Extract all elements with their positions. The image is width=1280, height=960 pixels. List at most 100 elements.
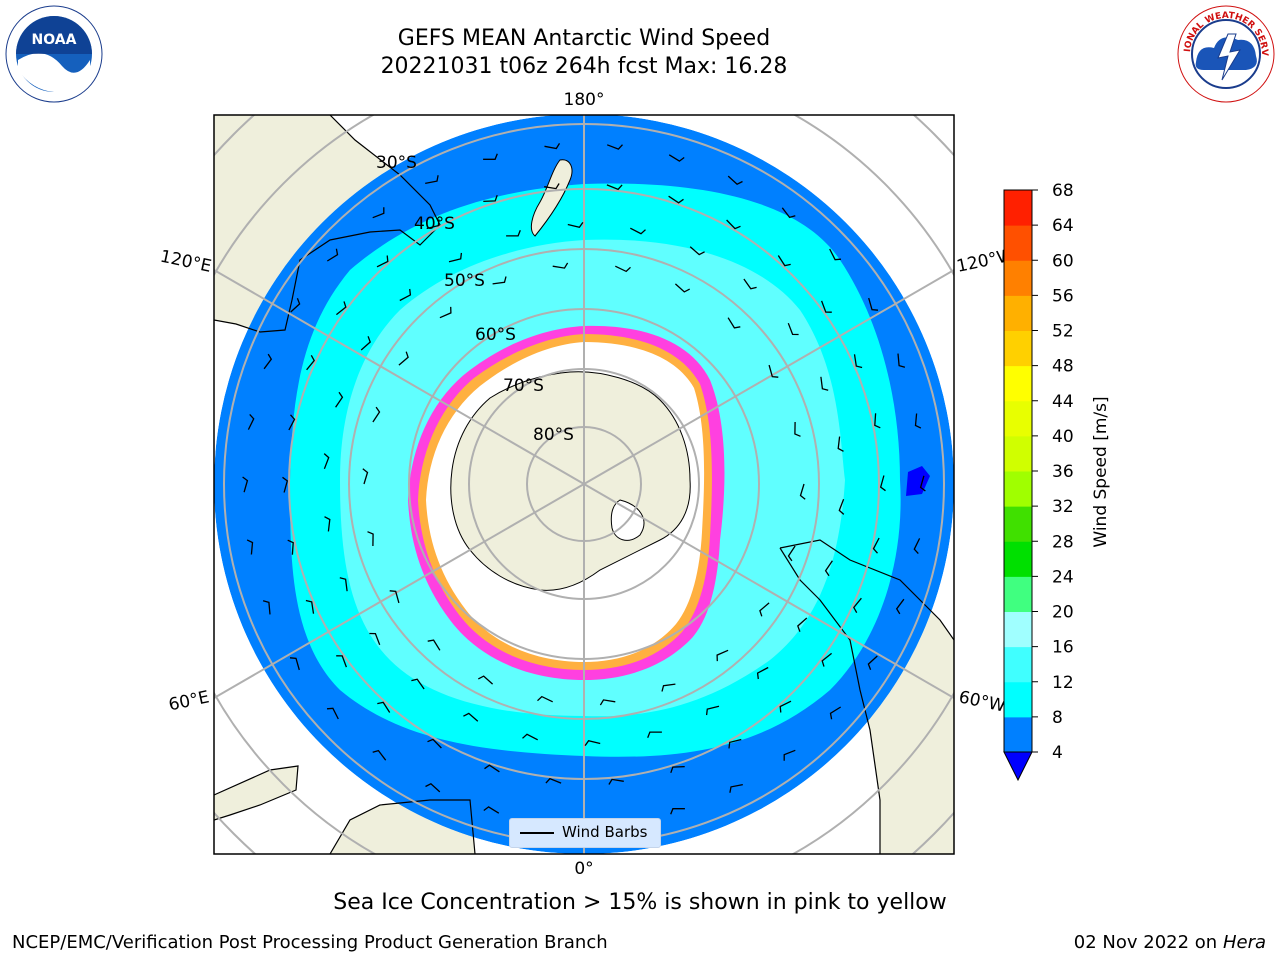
- colorbar-segment: [1004, 190, 1032, 226]
- wind-barb: [537, 695, 553, 703]
- lon-label-60w: 60°W: [957, 687, 1007, 716]
- wind-barb: [756, 666, 769, 680]
- colorbar-tick-label: 4: [1052, 743, 1063, 763]
- ocean-disc: [214, 115, 954, 854]
- wind-barb: [615, 265, 631, 273]
- lat-label-50s: 50°S: [444, 271, 485, 291]
- wind-barb: [837, 436, 844, 452]
- lon-label-120e: 120°E: [158, 247, 213, 277]
- wind-barb: [336, 655, 348, 668]
- wind-barb: [290, 298, 301, 313]
- wind-barb: [463, 712, 479, 722]
- wind-barb: [522, 733, 538, 741]
- wind-barb: [606, 144, 623, 150]
- wind-barb: [246, 539, 254, 555]
- wind-barb: [674, 283, 690, 293]
- wind-barb: [895, 598, 905, 615]
- legend-label: Wind Barbs: [562, 823, 648, 841]
- wind-barb: [411, 678, 425, 690]
- wind-barb: [670, 765, 685, 774]
- map-panel: [214, 115, 954, 854]
- wind-barb: [288, 414, 296, 431]
- wind-barb: [781, 207, 796, 219]
- colorbar-tick-label: 52: [1052, 322, 1074, 342]
- colorbar-segment: [1004, 295, 1032, 331]
- colorbar-segment: [1004, 646, 1032, 683]
- wind-barb: [263, 353, 273, 370]
- colorbar-segment: [1004, 716, 1032, 753]
- wind-barb: [608, 778, 624, 785]
- wind-barb: [913, 538, 921, 555]
- wind-barb: [787, 545, 796, 562]
- wind-barb: [426, 219, 440, 230]
- wind-barb: [506, 230, 521, 237]
- colorbar-tick-label: 64: [1052, 216, 1074, 236]
- wind-barb: [448, 252, 463, 263]
- wind-barb: [287, 539, 294, 555]
- wind-barb: [339, 577, 348, 592]
- lon-label-60e: 60°E: [167, 687, 211, 715]
- wind-barb: [305, 599, 315, 614]
- wind-barb: [727, 317, 741, 329]
- footer-machine: Hera: [1222, 932, 1266, 953]
- wind-barb: [242, 476, 249, 493]
- colorbar-segment: [1004, 611, 1032, 648]
- wind-barb: [726, 219, 741, 230]
- wind-barb: [584, 739, 601, 746]
- map-frame: [213, 114, 955, 855]
- noaa-logo-text: NOAA: [32, 32, 77, 48]
- wind-barb: [398, 351, 409, 366]
- wind-barb: [427, 639, 441, 651]
- colorbar-extend-arrow: [1003, 751, 1033, 782]
- wind-barb: [389, 590, 400, 604]
- wind-barb: [606, 184, 623, 191]
- wind-barb: [425, 783, 441, 793]
- wind-barb: [326, 707, 339, 720]
- colorbar-tick-label: 32: [1052, 497, 1074, 517]
- wind-barbs: [242, 143, 926, 825]
- wind-barb: [728, 738, 742, 749]
- legend-line-swatch: [520, 832, 554, 834]
- wind-barb: [323, 453, 330, 470]
- wind-barb: [483, 806, 500, 814]
- footer-credit: NCEP/EMC/Verification Post Processing Pr…: [12, 932, 608, 953]
- colorbar-tick-label: 24: [1052, 567, 1074, 587]
- wind-barb: [545, 777, 562, 784]
- sea-ice-caption: Sea Ice Concentration > 15% is shown in …: [333, 890, 947, 915]
- south-africa-land: [214, 766, 298, 820]
- wind-barb: [668, 154, 685, 162]
- wind-barb: [282, 476, 289, 493]
- wind-barb: [829, 706, 842, 720]
- footer-date: 02 Nov 2022 on Hera: [1074, 932, 1266, 953]
- wind-barb: [544, 143, 561, 150]
- wind-barb: [262, 600, 271, 615]
- wind-barb: [879, 475, 886, 492]
- wind-barb: [335, 391, 344, 408]
- wind-barb: [821, 652, 833, 667]
- wind-barb: [478, 675, 494, 685]
- colorbar-tick-label: 48: [1052, 357, 1074, 377]
- wind-barb: [427, 738, 442, 749]
- wind-barb: [324, 516, 331, 532]
- colorbar-segment: [1004, 365, 1032, 402]
- wind-barb: [797, 617, 808, 632]
- wind-barb: [483, 194, 498, 203]
- wind-barb: [779, 700, 792, 713]
- wind-barb: [914, 413, 922, 429]
- wind-barb: [599, 699, 616, 706]
- colorbar-tick-label: 44: [1052, 392, 1074, 412]
- wind-barb: [897, 353, 906, 368]
- wind-barb: [544, 183, 560, 190]
- colorbar-tick-label: 40: [1052, 427, 1074, 447]
- wind-barb: [376, 255, 389, 268]
- wind-barb: [794, 421, 801, 437]
- wind-barb: [567, 222, 584, 229]
- lat-label-40s: 40°S: [414, 214, 455, 234]
- colorbar-segment: [1004, 330, 1032, 367]
- wind-barb: [727, 175, 743, 185]
- colorbar-tick-label: 8: [1052, 708, 1063, 728]
- wind-barb: [289, 657, 300, 671]
- wind-barb: [670, 808, 685, 815]
- wind-barb: [367, 531, 374, 547]
- lat-label-80s: 80°S: [533, 425, 574, 445]
